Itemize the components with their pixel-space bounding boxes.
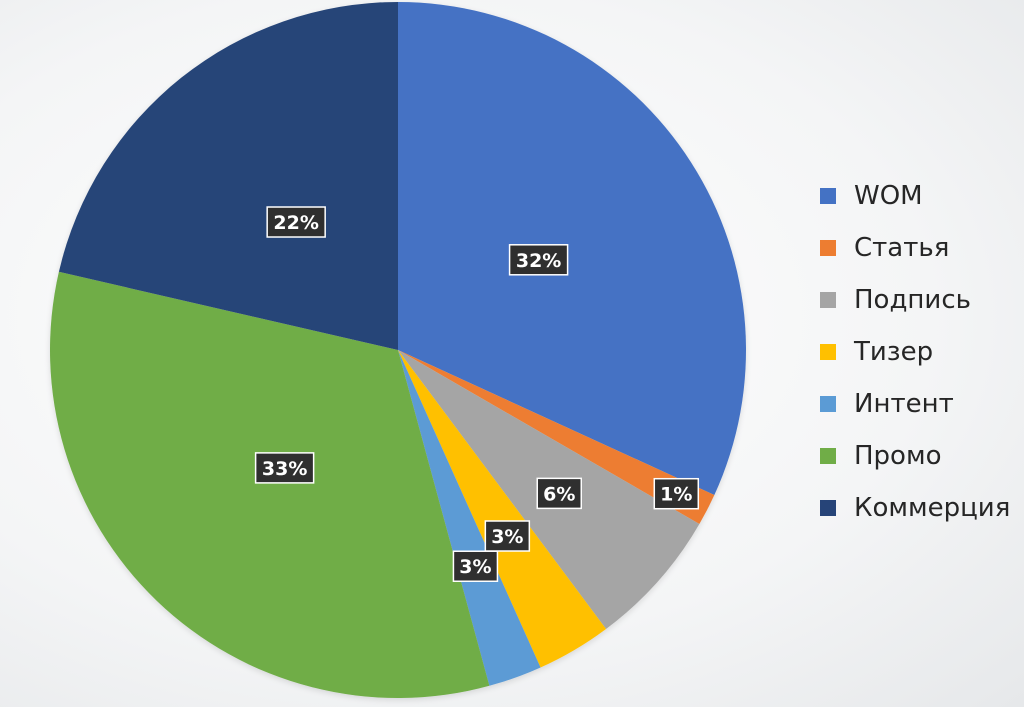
legend-swatch [820,344,836,360]
data-label-4: 3% [484,520,531,552]
pie-slice-1 [398,2,746,496]
legend-swatch [820,396,836,412]
data-label-6: 33% [254,452,315,484]
data-label-7: 22% [266,206,326,238]
data-label-box [266,206,326,238]
data-label-box [508,244,569,276]
data-label-3: 6% [536,477,582,510]
legend-label: Статья [854,233,950,263]
data-label-text: 32% [516,250,561,272]
pie-slice-2 [398,350,715,524]
pie-slice-5 [398,350,541,686]
legend-label: WOM [854,181,923,211]
legend-swatch [820,240,836,256]
legend-label: Тизер [854,337,934,367]
pie-slice-7 [58,1,399,350]
legend-swatch [820,292,836,308]
legend-label: Подпись [854,285,971,315]
legend-item: Тизер [808,326,1018,378]
legend-item: WOM [808,170,1018,222]
legend-item: Промо [808,430,1018,482]
data-label-5: 3% [452,550,499,582]
legend-swatch [820,188,836,204]
data-label-text: 1% [660,484,692,506]
legend-swatch [820,448,836,464]
legend-item: Коммерция [808,482,1018,534]
pie-slices [49,1,746,698]
legend-item: Интент [808,378,1018,430]
data-label-box [254,452,315,484]
data-label-box [653,477,700,510]
legend: WOM Статья Подпись Тизер Интент Промо Коммерци… [808,170,1018,534]
pie-data-labels: 32% 1% 6% 3%3% 33% 22% [254,206,700,582]
legend-label: Коммерция [854,493,1011,523]
legend-item: Статья [808,222,1018,274]
pie-slice-4 [398,350,607,668]
data-label-box [484,520,531,552]
data-label-text: 6% [543,483,575,505]
data-label-text: 3% [459,556,491,578]
legend-swatch [820,500,836,516]
data-label-text: 33% [262,458,307,480]
pie-slice-6 [49,271,490,698]
data-label-box [536,477,582,510]
data-label-box [452,550,499,582]
legend-item: Подпись [808,274,1018,326]
legend-label: Промо [854,441,942,471]
data-label-2: 1% [653,477,700,510]
legend-label: Интент [854,389,954,419]
data-label-1: 32% [508,244,569,276]
data-label-text: 3% [491,526,523,548]
data-label-text: 22% [273,212,318,234]
